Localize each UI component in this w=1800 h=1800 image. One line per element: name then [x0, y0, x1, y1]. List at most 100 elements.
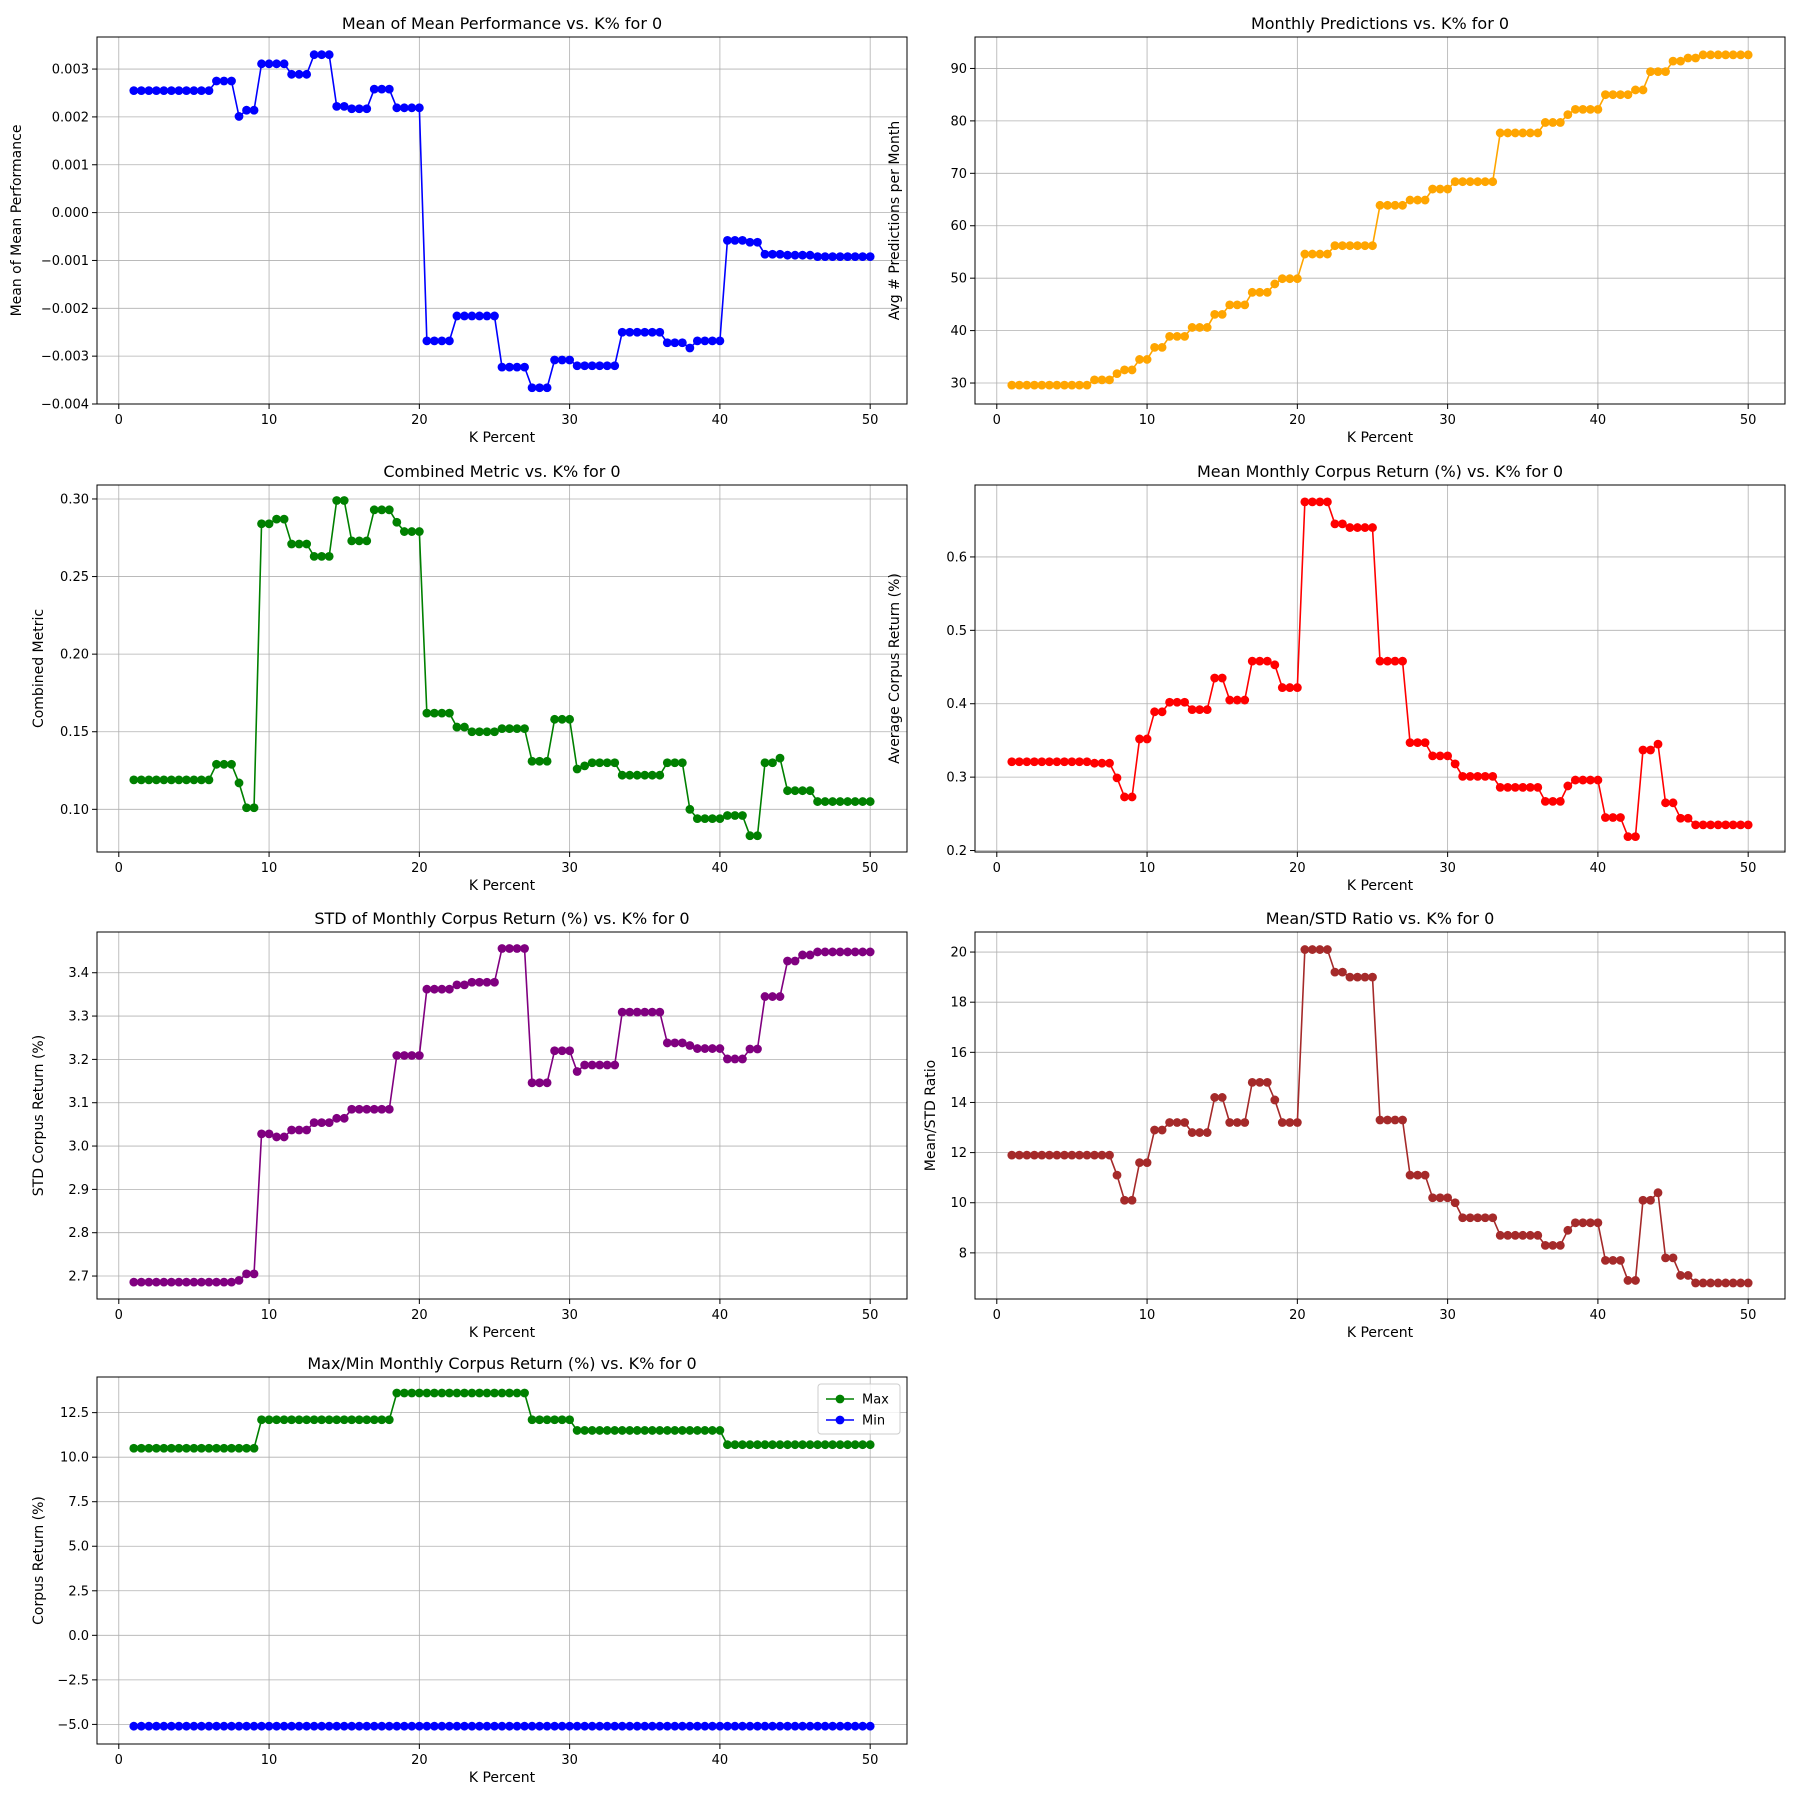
data-point	[557, 1415, 567, 1425]
data-point	[1375, 200, 1385, 210]
data-point	[1390, 656, 1400, 666]
data-point	[1082, 380, 1092, 390]
data-point	[1555, 1240, 1565, 1250]
subplot-5: 0 10 20 30 40 50 2.7 2.8 2.9 3.0 3.1 3.2 3.3 3.4 STD o…	[31, 909, 908, 1341]
data-point	[136, 1443, 146, 1453]
data-point	[1029, 380, 1039, 390]
data-point	[1593, 775, 1603, 785]
data-point	[512, 724, 522, 734]
data-point	[1676, 56, 1685, 66]
chart-title: STD of Monthly Corpus Return (%) vs. K% …	[314, 909, 689, 928]
data-point	[1616, 90, 1625, 100]
data-point	[1638, 85, 1648, 95]
data-point	[1525, 783, 1535, 792]
data-point	[1277, 683, 1287, 692]
data-point	[625, 1426, 635, 1435]
x-tick-label: 30	[561, 1753, 578, 1768]
data-point	[332, 1721, 342, 1731]
data-point	[362, 104, 372, 114]
y-tick-label: 0.3	[946, 771, 967, 786]
data-point	[865, 1440, 875, 1450]
x-tick-label: 10	[261, 861, 278, 876]
data-point	[1525, 1230, 1535, 1240]
x-tick-label: 20	[1289, 861, 1306, 876]
data-point	[685, 804, 695, 814]
x-tick-label: 20	[1289, 413, 1306, 428]
data-point	[1563, 110, 1573, 119]
data-point	[490, 977, 499, 987]
x-tick-label: 10	[261, 413, 278, 428]
data-point	[1488, 772, 1498, 781]
data-point	[1495, 1230, 1505, 1240]
data-point	[339, 1113, 349, 1123]
data-point	[339, 1415, 349, 1425]
data-point	[835, 252, 845, 262]
data-point	[1195, 1128, 1205, 1137]
data-point	[1060, 380, 1069, 390]
data-point	[166, 775, 176, 785]
x-tick-label: 20	[411, 1753, 428, 1768]
data-point	[640, 327, 650, 337]
data-point	[640, 770, 650, 780]
y-tick-label: 3.4	[68, 966, 89, 981]
data-point	[647, 770, 657, 780]
data-point	[1262, 656, 1272, 666]
data-point	[527, 1078, 537, 1088]
data-point	[828, 947, 838, 957]
y-tick-label: 0.25	[60, 570, 89, 585]
y-tick-label: 0.10	[60, 803, 89, 818]
data-point	[557, 714, 567, 724]
data-point	[828, 1440, 838, 1450]
data-point	[1353, 972, 1362, 982]
data-point	[257, 1129, 266, 1139]
data-point	[1240, 300, 1250, 310]
data-point	[865, 947, 875, 957]
y-axis-label: Average Corpus Return (%)	[887, 573, 903, 764]
y-tick-label: −5.0	[57, 1718, 89, 1733]
data-point	[1405, 195, 1415, 205]
data-point	[745, 831, 755, 841]
x-tick-label: 0	[115, 1308, 123, 1323]
x-tick-label: 40	[1590, 861, 1607, 876]
data-point	[1713, 820, 1723, 830]
data-point	[1495, 783, 1505, 792]
data-point	[219, 76, 229, 86]
data-point	[1067, 1150, 1077, 1160]
data-point	[610, 758, 620, 768]
data-point	[1255, 656, 1265, 666]
data-point	[677, 758, 687, 768]
data-point	[1548, 796, 1558, 806]
legend-label: Min	[862, 1414, 885, 1429]
data-point	[136, 86, 146, 95]
y-tick-label: 10	[950, 1196, 967, 1211]
data-point	[1555, 118, 1565, 127]
x-tick-label: 10	[261, 1308, 278, 1323]
data-point	[1691, 820, 1700, 830]
data-point	[617, 1721, 627, 1731]
data-point	[445, 708, 454, 718]
data-point	[174, 1443, 184, 1453]
data-point	[715, 814, 725, 824]
data-point	[339, 101, 349, 111]
x-tick-label: 50	[862, 861, 879, 876]
legend-label: Max	[862, 1393, 889, 1408]
data-point	[429, 708, 439, 718]
data-point	[1323, 497, 1332, 507]
subplot-6: 0 10 20 30 40 50 8 10 12 14 16 18 20 Mean/STD Ratio v…	[923, 909, 1786, 1341]
data-point	[437, 708, 447, 718]
data-point	[625, 1721, 635, 1731]
data-point	[399, 1388, 409, 1398]
data-point	[617, 327, 627, 337]
subplot-7: 0 10 20 30 40 50 −5.0 −2.5 0.0 2.5 5.0 7.5 10.0 12.5 M…	[31, 1354, 908, 1786]
data-point	[1503, 783, 1513, 792]
data-point	[550, 1415, 559, 1425]
data-point	[1014, 757, 1024, 767]
data-point	[377, 1721, 387, 1731]
legend-box	[817, 1383, 901, 1435]
data-point	[858, 797, 868, 806]
data-point	[159, 1721, 169, 1731]
data-point	[527, 383, 537, 393]
data-point	[828, 797, 838, 806]
data-point	[445, 1721, 454, 1731]
data-point	[287, 69, 297, 79]
